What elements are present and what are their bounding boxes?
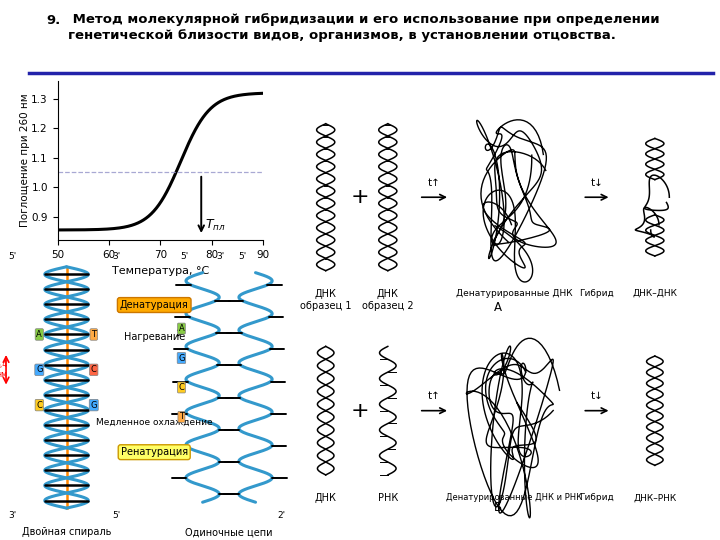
Text: 3': 3' bbox=[8, 510, 17, 519]
Text: ДНК
образец 2: ДНК образец 2 bbox=[362, 289, 413, 310]
Text: 3': 3' bbox=[112, 252, 120, 261]
Text: Медленное охлаждение: Медленное охлаждение bbox=[96, 418, 212, 427]
Text: C: C bbox=[91, 365, 96, 374]
Text: 2': 2' bbox=[277, 510, 285, 519]
Text: $T_{пл}$: $T_{пл}$ bbox=[205, 218, 226, 233]
Text: G: G bbox=[91, 401, 97, 410]
Text: 5': 5' bbox=[180, 252, 189, 261]
Text: 9.: 9. bbox=[47, 14, 61, 26]
X-axis label: Температура, °С: Температура, °С bbox=[112, 266, 209, 275]
Text: C: C bbox=[37, 401, 42, 410]
Text: C: C bbox=[179, 383, 184, 392]
Text: T: T bbox=[91, 330, 96, 339]
Y-axis label: Поглощение при 260 нм: Поглощение при 260 нм bbox=[20, 94, 30, 227]
Text: T: T bbox=[179, 413, 184, 421]
Text: Ренатурация: Ренатурация bbox=[121, 447, 188, 457]
Text: Денатурированные ДНК и РНК: Денатурированные ДНК и РНК bbox=[446, 494, 582, 502]
Text: ДНК–РНК: ДНК–РНК bbox=[633, 494, 677, 502]
Text: 3': 3' bbox=[217, 252, 225, 261]
Text: Двойная спираль: Двойная спираль bbox=[22, 527, 111, 537]
Text: Денатурированные ДНК: Денатурированные ДНК bbox=[456, 289, 572, 298]
Text: Денатурация: Денатурация bbox=[120, 300, 189, 310]
Text: А: А bbox=[493, 301, 502, 314]
Text: Нагревание: Нагревание bbox=[124, 333, 185, 342]
Text: +: + bbox=[351, 187, 369, 207]
Text: 5': 5' bbox=[238, 252, 246, 261]
Text: Одиночные цепи: Одиночные цепи bbox=[184, 527, 272, 537]
Text: t↓: t↓ bbox=[590, 178, 603, 188]
Text: G: G bbox=[178, 354, 185, 362]
Text: Гибрид: Гибрид bbox=[580, 289, 614, 298]
Text: 5': 5' bbox=[8, 252, 17, 261]
Text: 5': 5' bbox=[112, 510, 120, 519]
Text: ДНК
образец 1: ДНК образец 1 bbox=[300, 289, 351, 310]
Text: t↑: t↑ bbox=[428, 391, 441, 401]
Text: РНК: РНК bbox=[378, 494, 398, 503]
Text: ДНК–ДНК: ДНК–ДНК bbox=[632, 289, 678, 298]
Text: t↑: t↑ bbox=[428, 178, 441, 188]
Text: G: G bbox=[36, 365, 42, 374]
Text: A: A bbox=[179, 324, 184, 333]
Text: Гибрид: Гибрид bbox=[580, 494, 614, 502]
Text: +: + bbox=[351, 401, 369, 421]
Text: Б: Б bbox=[493, 501, 502, 514]
Text: 3,4
нм: 3,4 нм bbox=[0, 360, 8, 380]
Text: A: A bbox=[37, 330, 42, 339]
Text: t↓: t↓ bbox=[590, 391, 603, 401]
Text: ДНК: ДНК bbox=[315, 494, 337, 503]
Text: Метод молекулярной гибридизации и его использование при определении
генетической: Метод молекулярной гибридизации и его ис… bbox=[68, 14, 660, 42]
